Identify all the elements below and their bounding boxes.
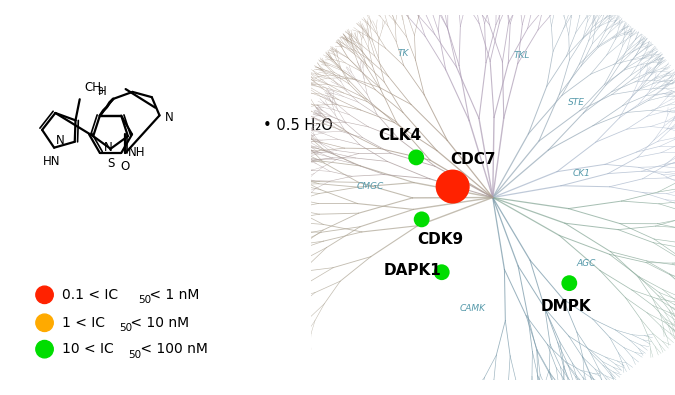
Text: 50: 50 — [119, 324, 132, 333]
Text: 10 < IC: 10 < IC — [61, 342, 113, 356]
Text: STE: STE — [568, 98, 585, 107]
Text: S: S — [107, 156, 114, 169]
Text: TK: TK — [398, 49, 409, 58]
Point — [448, 183, 458, 190]
Text: < 100 nM: < 100 nM — [136, 342, 207, 356]
Text: 50: 50 — [138, 295, 151, 305]
Text: N: N — [165, 111, 173, 124]
Text: O: O — [120, 160, 130, 173]
Text: CDC7: CDC7 — [450, 152, 495, 167]
Text: HN: HN — [43, 155, 60, 168]
Point — [411, 154, 422, 160]
Text: < 1 nM: < 1 nM — [145, 288, 199, 302]
Text: • 0.5 H₂O: • 0.5 H₂O — [263, 118, 333, 134]
Point — [416, 216, 427, 222]
Text: 3: 3 — [97, 87, 103, 96]
Text: CK1: CK1 — [573, 169, 591, 178]
Text: < 10 nM: < 10 nM — [126, 316, 189, 330]
Text: H: H — [98, 85, 107, 98]
Text: 1 < IC: 1 < IC — [61, 316, 105, 330]
Text: CDK9: CDK9 — [417, 232, 463, 247]
Text: N: N — [104, 141, 113, 154]
Circle shape — [36, 314, 53, 331]
Text: DAPK1: DAPK1 — [383, 263, 441, 278]
Text: CAMK: CAMK — [460, 304, 486, 313]
Text: NH: NH — [128, 147, 145, 160]
Text: CH: CH — [84, 81, 101, 94]
Text: DMPK: DMPK — [540, 299, 591, 314]
Text: CLK4: CLK4 — [378, 128, 421, 143]
Circle shape — [36, 286, 53, 303]
Circle shape — [36, 340, 53, 358]
Text: 0.1 < IC: 0.1 < IC — [61, 288, 117, 302]
Point — [564, 280, 574, 286]
Text: TKL: TKL — [514, 51, 530, 60]
Text: N: N — [56, 134, 65, 147]
Text: CMGC: CMGC — [357, 182, 384, 191]
Text: AGC: AGC — [576, 259, 595, 267]
Text: 50: 50 — [128, 350, 142, 360]
Point — [436, 269, 447, 275]
